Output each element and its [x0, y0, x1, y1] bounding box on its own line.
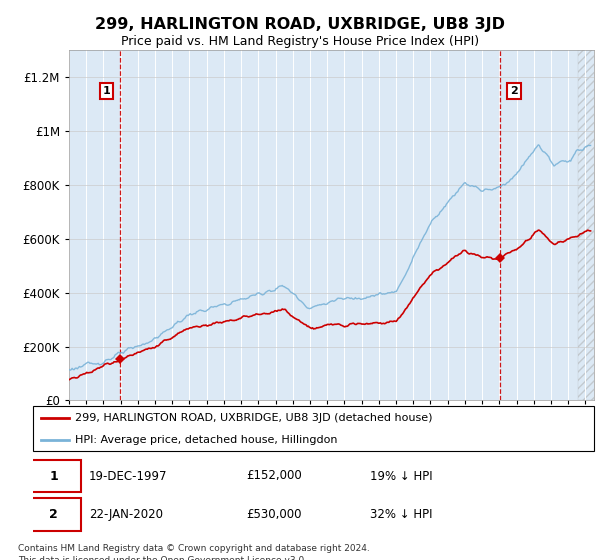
Text: £530,000: £530,000: [246, 508, 302, 521]
Text: £152,000: £152,000: [246, 469, 302, 483]
Text: 22-JAN-2020: 22-JAN-2020: [89, 508, 163, 521]
Text: 1: 1: [49, 469, 58, 483]
Text: 2: 2: [49, 508, 58, 521]
Text: 19-DEC-1997: 19-DEC-1997: [89, 469, 167, 483]
Text: 299, HARLINGTON ROAD, UXBRIDGE, UB8 3JD: 299, HARLINGTON ROAD, UXBRIDGE, UB8 3JD: [95, 17, 505, 31]
FancyBboxPatch shape: [28, 498, 80, 531]
Text: 2: 2: [510, 86, 518, 96]
FancyBboxPatch shape: [28, 460, 80, 492]
Text: Contains HM Land Registry data © Crown copyright and database right 2024.
This d: Contains HM Land Registry data © Crown c…: [18, 544, 370, 560]
Text: 32% ↓ HPI: 32% ↓ HPI: [370, 508, 432, 521]
Text: HPI: Average price, detached house, Hillingdon: HPI: Average price, detached house, Hill…: [75, 435, 338, 445]
Bar: [578, 50, 600, 400]
Text: 19% ↓ HPI: 19% ↓ HPI: [370, 469, 432, 483]
Text: Price paid vs. HM Land Registry's House Price Index (HPI): Price paid vs. HM Land Registry's House …: [121, 35, 479, 49]
FancyBboxPatch shape: [33, 406, 594, 451]
Text: 299, HARLINGTON ROAD, UXBRIDGE, UB8 3JD (detached house): 299, HARLINGTON ROAD, UXBRIDGE, UB8 3JD …: [75, 413, 433, 423]
Text: 1: 1: [103, 86, 110, 96]
